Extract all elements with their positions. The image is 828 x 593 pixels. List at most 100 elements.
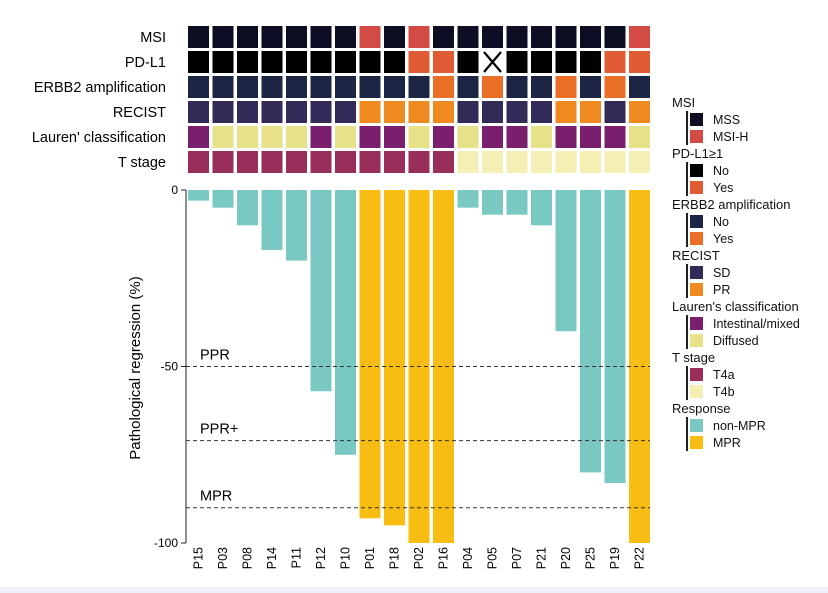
legend-label: T4b [713, 384, 735, 399]
x-tick-label: P10 [339, 547, 353, 569]
legend-bracket [686, 111, 688, 128]
legend-bracket [686, 383, 688, 400]
legend-item: Diffused [672, 332, 828, 349]
heatmap-cell [384, 151, 405, 173]
x-tick-label: P21 [535, 547, 549, 569]
heatmap-cell [555, 51, 577, 73]
legend: MSI MSS MSI-H PD-L1≥1 No Yes ERBB2 amplificati… [672, 94, 828, 451]
heatmap-row-label: ERBB2 amplification [34, 80, 166, 96]
heatmap-cell [408, 151, 430, 173]
legend-label: No [713, 214, 729, 229]
heatmap-cell [286, 101, 307, 123]
heatmap-cell [335, 126, 356, 148]
bar [555, 190, 577, 332]
heatmap-cell [531, 26, 552, 48]
legend-group: T stage T4a T4b [672, 349, 828, 400]
threshold-lines: PPR PPR+ MPR [186, 348, 650, 509]
heatmap-cell [261, 26, 283, 48]
heatmap-cell [408, 126, 430, 148]
x-tick-label: P20 [559, 547, 573, 569]
heatmap-cell [188, 101, 209, 123]
heatmap-cell [212, 101, 234, 123]
heatmap-cell [261, 151, 283, 173]
heatmap-cell [310, 151, 332, 173]
heatmap-cell [604, 26, 626, 48]
heatmap-cell [506, 126, 528, 148]
annotation-heatmap [188, 26, 650, 173]
x-tick-label: P12 [314, 547, 328, 569]
heatmap-cell [310, 26, 332, 48]
heatmap-cell [457, 76, 479, 98]
heatmap-cell [580, 26, 601, 48]
legend-swatch [690, 181, 703, 194]
heatmap-cell [531, 126, 552, 148]
heatmap-cell [433, 101, 454, 123]
heatmap-cell [580, 51, 601, 73]
heatmap-cell [286, 26, 307, 48]
legend-item: PR [672, 281, 828, 298]
legend-label: Diffused [713, 333, 759, 348]
heatmap-cell [237, 26, 258, 48]
legend-group: RECIST SD PR [672, 247, 828, 298]
x-tick-label: P14 [265, 547, 279, 569]
heatmap-cell [335, 101, 356, 123]
heatmap-cell [261, 101, 283, 123]
bar [261, 190, 283, 251]
heatmap-cell [629, 76, 650, 98]
heatmap-cell [335, 151, 356, 173]
threshold-label: PPR [200, 348, 230, 364]
x-tick-label: P16 [437, 547, 451, 569]
heatmap-cell [580, 76, 601, 98]
heatmap-row-labels: MSI PD-L1 ERBB2 amplification RECIST Lauren'… [32, 30, 166, 171]
legend-label: Yes [713, 231, 734, 246]
legend-bracket [686, 315, 688, 332]
heatmap-cell [335, 26, 356, 48]
heatmap-cell [212, 51, 234, 73]
heatmap-cell [433, 126, 454, 148]
heatmap-cell [261, 51, 283, 73]
legend-group: PD-L1≥1 No Yes [672, 145, 828, 196]
x-tick-label: P15 [192, 547, 206, 569]
y-axis-label: Pathological regression (%) [127, 276, 144, 459]
legend-label: SD [713, 265, 731, 280]
heatmap-cell [531, 76, 552, 98]
heatmap-cell [506, 51, 528, 73]
heatmap-cell [188, 76, 209, 98]
heatmap-cell [604, 51, 626, 73]
x-tick-labels: P15 P03 P08 P14 P11 P12 P10 P01 P18 P02 P16 P04 P05 P… [192, 547, 647, 569]
heatmap-cell [580, 101, 601, 123]
bar [359, 190, 381, 519]
heatmap-cell [531, 151, 552, 173]
heatmap-cell [359, 76, 381, 98]
legend-item: T4a [672, 366, 828, 383]
legend-item: No [672, 213, 828, 230]
heatmap-cell [335, 51, 356, 73]
legend-label: No [713, 163, 729, 178]
bar [580, 190, 601, 473]
legend-item: MPR [672, 434, 828, 451]
legend-label: Yes [713, 180, 734, 195]
legend-item: SD [672, 264, 828, 281]
legend-item: Yes [672, 179, 828, 196]
heatmap-cell [531, 51, 552, 73]
x-tick-label: P08 [241, 547, 255, 569]
x-tick-label: P07 [510, 547, 524, 569]
heatmap-cell [433, 151, 454, 173]
heatmap-na-cross [483, 51, 502, 73]
heatmap-cell [629, 101, 650, 123]
heatmap-cell [457, 51, 479, 73]
heatmap-cell [433, 26, 454, 48]
heatmap-cell [555, 126, 577, 148]
legend-label: MPR [713, 435, 741, 450]
legend-swatch [690, 232, 703, 245]
heatmap-cell [188, 51, 209, 73]
x-tick-label: P04 [461, 547, 475, 569]
x-tick-label: P25 [584, 547, 598, 569]
heatmap-cell [433, 76, 454, 98]
heatmap-cell [408, 101, 430, 123]
heatmap-cell [384, 126, 405, 148]
legend-item: non-MPR [672, 417, 828, 434]
legend-title: Lauren's classification [672, 299, 799, 314]
legend-label: MSS [713, 112, 741, 127]
